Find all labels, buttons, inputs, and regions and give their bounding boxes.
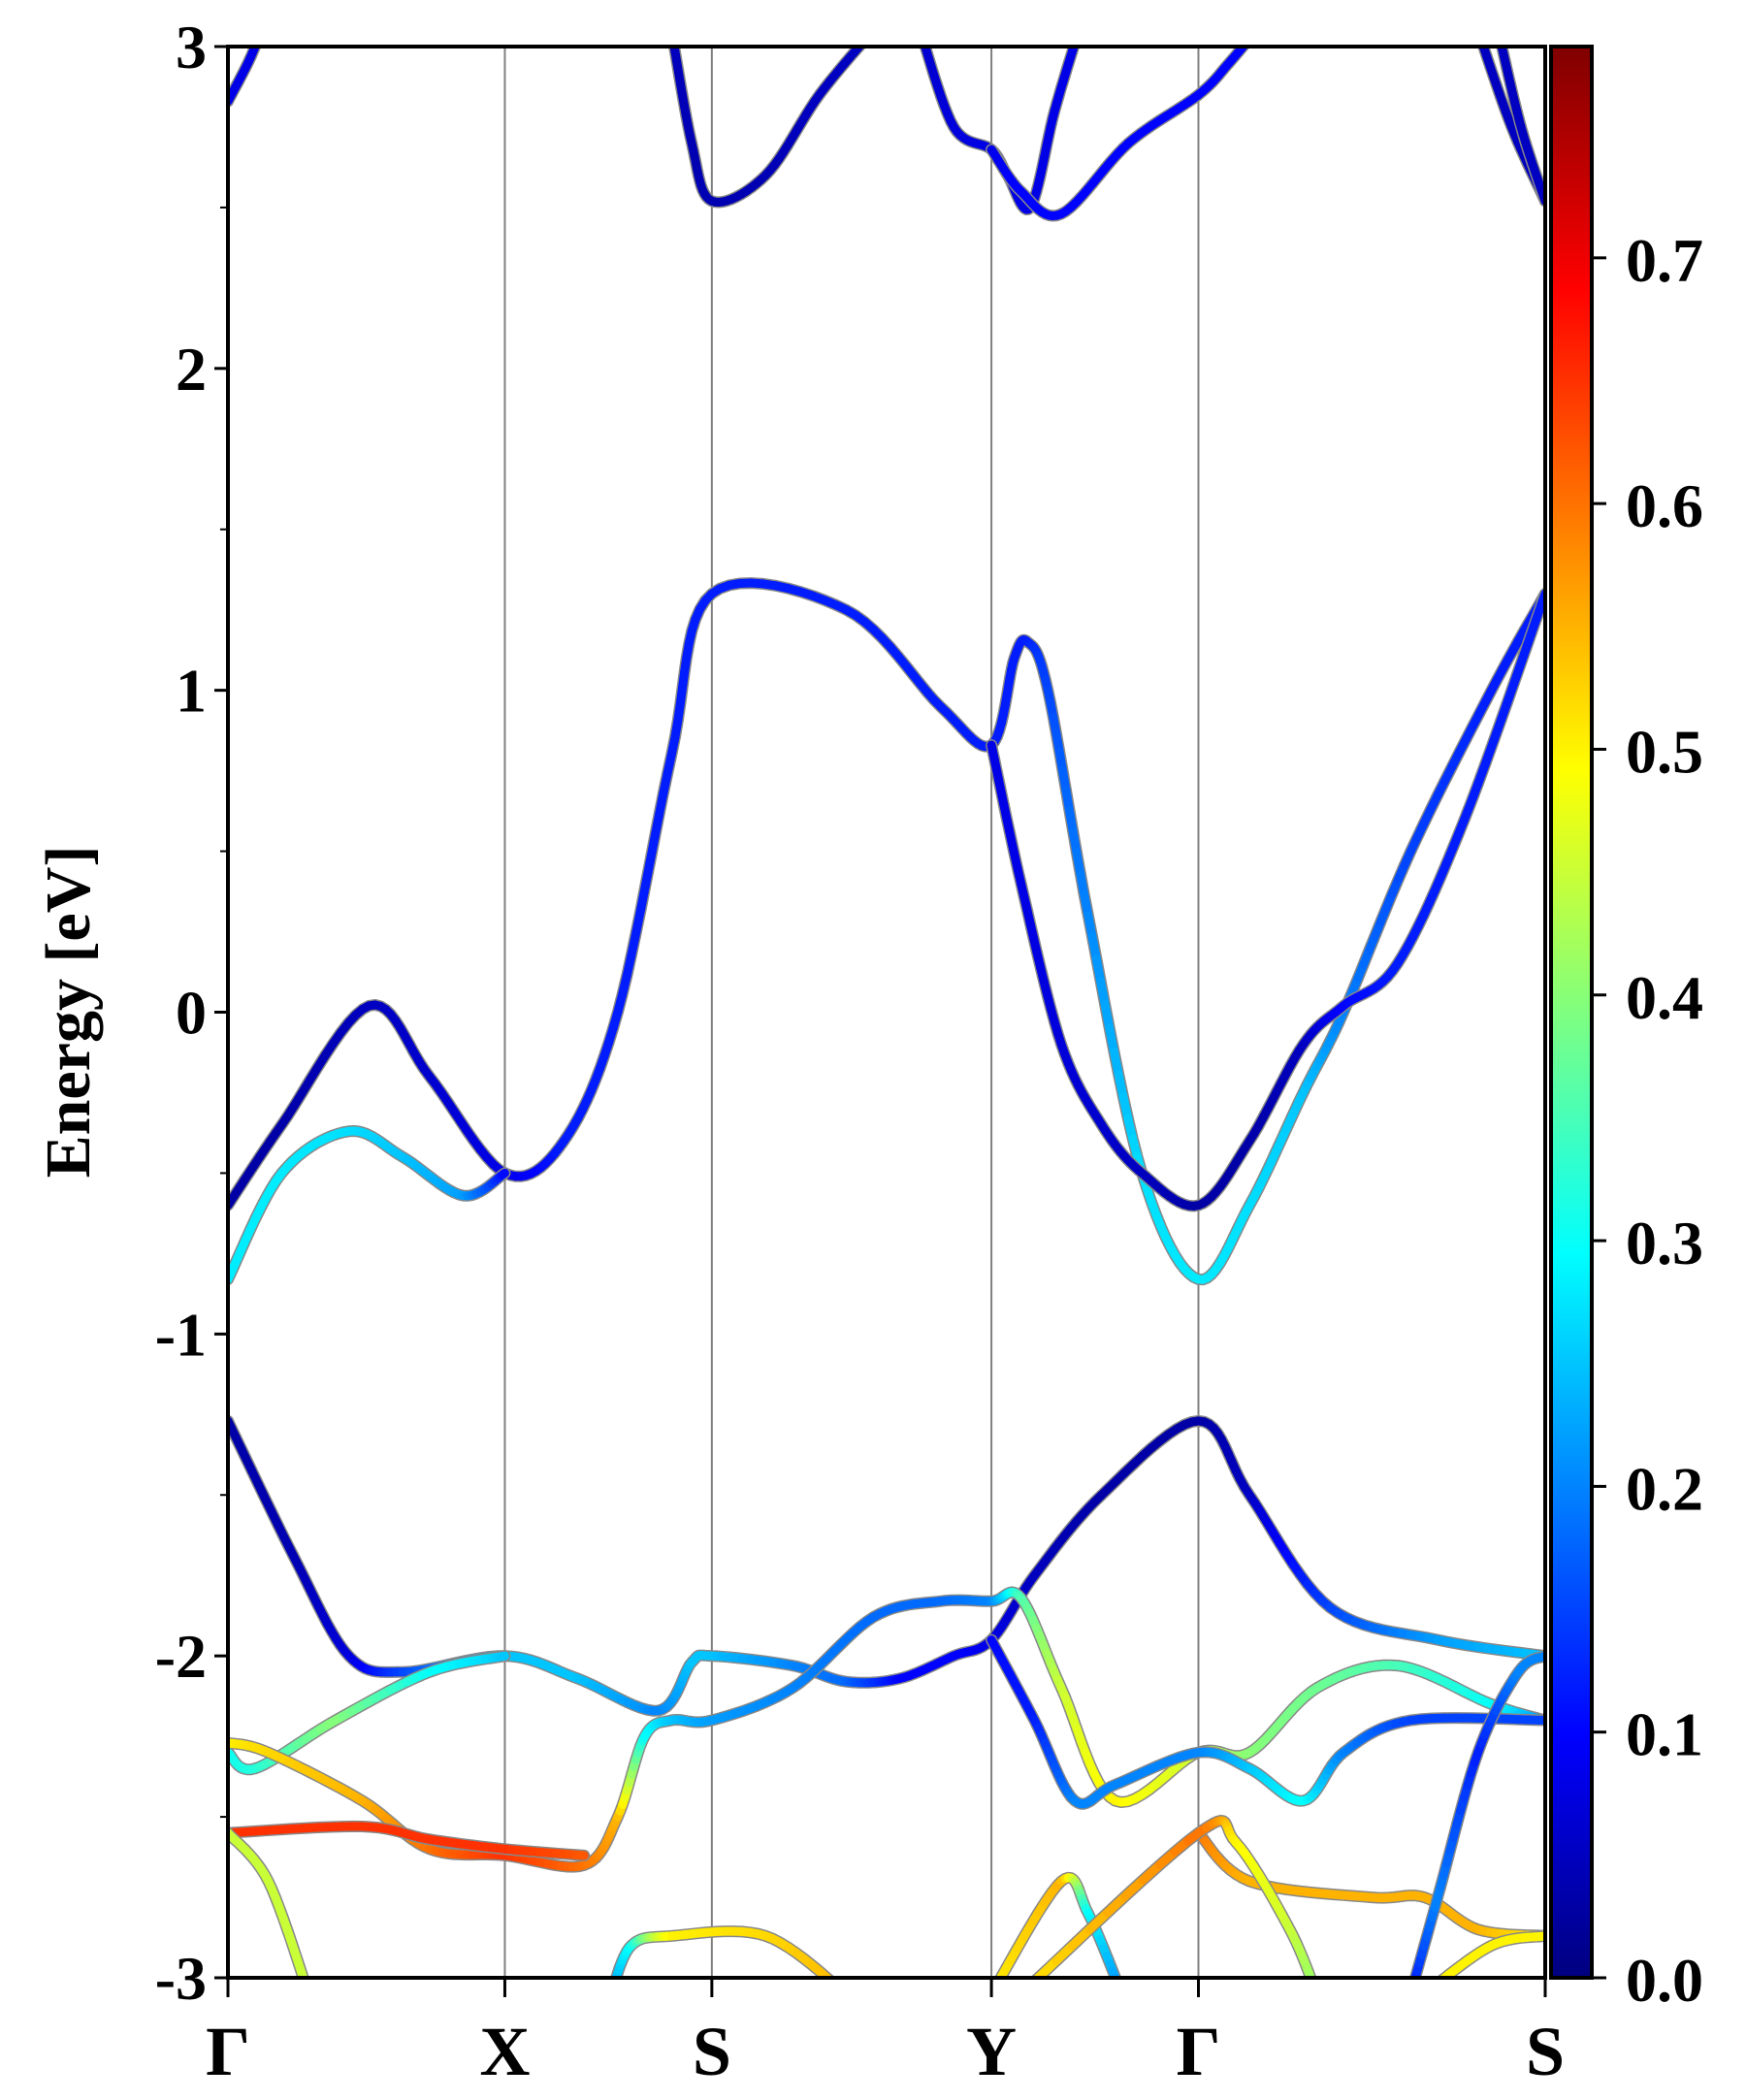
band-segment: [260, 32, 261, 34]
band-segment: [1500, 35, 1501, 41]
band-outline: [228, 1131, 505, 1279]
band-segment: [261, 30, 262, 32]
band-segment: [672, 36, 673, 43]
band-segment: [612, 1988, 613, 1991]
band-segment: [922, 35, 923, 42]
band-segment: [1253, 32, 1255, 34]
band-segment: [1021, 1986, 1030, 1994]
band-segment: [1251, 34, 1253, 36]
y-tick-label: 2: [176, 335, 207, 404]
band-segment: [256, 42, 257, 45]
band-segment: [842, 1991, 846, 1994]
y-tick-label: -2: [155, 1622, 207, 1691]
colorbar-tick-label: 0.3: [1626, 1209, 1703, 1277]
y-tick-label: -3: [155, 1944, 207, 2013]
band-outline: [228, 1593, 1545, 1867]
band-segment: [832, 1982, 838, 1987]
band-3: [228, 30, 262, 101]
band-segment: [867, 34, 870, 38]
band-segment: [611, 1991, 612, 1994]
band-segment: [1410, 1989, 1411, 1994]
colorbar-tick-label: 0.6: [1626, 471, 1703, 540]
band-2: [991, 594, 1545, 1206]
band-segment: [1249, 36, 1251, 39]
band-segment: [614, 1980, 615, 1985]
band-segment: [1118, 1985, 1120, 1989]
band-segment: [1428, 1988, 1432, 1991]
band-1: [228, 1131, 505, 1279]
colorbar: [1551, 47, 1592, 1978]
x-tick-label: X: [479, 2013, 530, 2090]
x-tick-label: S: [1526, 2013, 1565, 2090]
colorbar-ticks: 0.0 0.1 0.2 0.3 0.4 0.5 0.6 0.7: [1592, 226, 1703, 2015]
band-segment: [671, 30, 672, 36]
band-segment: [1432, 1985, 1437, 1988]
band-segment: [307, 1988, 308, 1994]
band-segment: [613, 1985, 614, 1988]
colorbar-tick-label: 0.4: [1626, 963, 1703, 1032]
band-segment: [1412, 1984, 1414, 1989]
band-segment: [257, 39, 258, 42]
band-segment: [501, 1656, 505, 1657]
band-segment: [1255, 30, 1256, 32]
band-segment: [305, 1981, 307, 1988]
band-segment: [1314, 1987, 1315, 1991]
band-segment: [1478, 30, 1480, 35]
y-tick-label: 3: [176, 13, 207, 81]
band-6: [991, 30, 1256, 215]
band-segment: [1499, 30, 1500, 35]
band-4: [671, 30, 873, 202]
band-20: [1424, 1936, 1545, 1994]
band-15: [1198, 1833, 1545, 1936]
x-tick-label: Γ: [206, 2013, 250, 2090]
band-segment: [259, 34, 260, 36]
band-segment: [1120, 1989, 1122, 1993]
band-outline: [1021, 1821, 1317, 1994]
band-segment: [1424, 1991, 1427, 1994]
band-outline: [991, 30, 1256, 215]
band-segment: [1479, 35, 1481, 41]
colorbar-tick-label: 0.7: [1626, 226, 1703, 295]
band-segment: [863, 37, 867, 42]
band-segment: [1245, 42, 1246, 45]
band-11: [228, 1593, 1545, 1867]
band-segment: [1075, 39, 1077, 45]
band-segment: [1078, 30, 1079, 34]
band-segment: [1437, 1980, 1442, 1985]
band-segment: [1312, 1983, 1314, 1987]
bands: [228, 30, 1545, 1993]
y-axis-ticks: 3 2 1 0 -1 -2 -3: [155, 13, 228, 2013]
band-segment: [258, 36, 259, 39]
x-tick-label: S: [693, 2013, 731, 2090]
band-segment: [1315, 1990, 1316, 1993]
band-segment: [995, 1980, 1000, 1987]
band-segment: [502, 1173, 504, 1174]
band-segment: [921, 30, 922, 35]
colorbar-tick-label: 0.2: [1626, 1454, 1703, 1523]
x-tick-label: Γ: [1177, 2013, 1221, 2090]
band-segment: [1076, 34, 1078, 39]
band-segment: [838, 1987, 843, 1990]
band-18: [611, 1931, 847, 1994]
colorbar-tick-label: 0.5: [1626, 717, 1703, 786]
band-13: [228, 1833, 308, 1994]
band-segment: [1247, 39, 1249, 42]
band-segment: [870, 30, 873, 33]
y-tick-label: 1: [176, 657, 207, 726]
colorbar-tick-label: 0.0: [1626, 1946, 1703, 2015]
y-axis-label: Energy [eV]: [33, 846, 104, 1179]
y-tick-label: -1: [155, 1300, 207, 1369]
band-17: [1021, 1821, 1317, 1994]
x-tick-label: Y: [966, 2013, 1017, 2090]
band-5: [921, 30, 1080, 210]
y-tick-label: 0: [176, 979, 207, 1048]
colorbar-tick-label: 0.1: [1626, 1700, 1703, 1769]
